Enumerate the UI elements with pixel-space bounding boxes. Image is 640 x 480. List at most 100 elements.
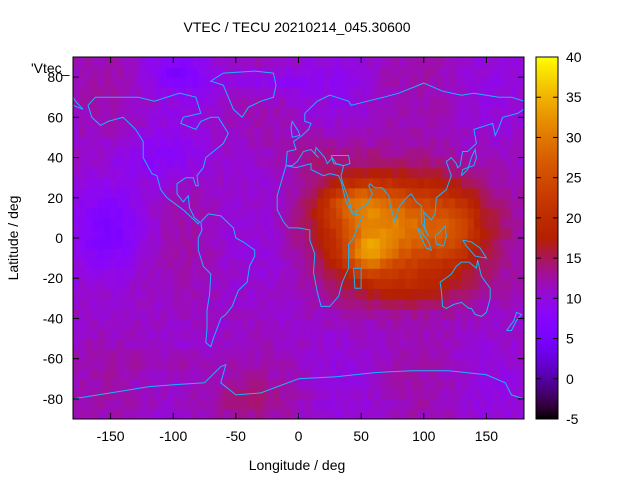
heatmap-cell [455, 77, 462, 88]
heatmap-cell [492, 67, 500, 78]
heatmap-cell [285, 338, 293, 350]
heatmap-cell [273, 77, 281, 88]
heatmap-cell [467, 248, 475, 259]
heatmap-cell [336, 157, 343, 169]
heatmap-cell [392, 258, 400, 269]
heatmap-cell [104, 137, 112, 149]
heatmap-cell [148, 248, 156, 259]
heatmap-cell [135, 388, 143, 400]
heatmap-cell [185, 207, 193, 219]
heatmap-cell [342, 388, 350, 400]
heatmap-cell [511, 57, 519, 68]
heatmap-cell [404, 97, 412, 108]
heatmap-cell [135, 348, 143, 360]
heatmap-cell [455, 107, 462, 118]
heatmap-cell [505, 57, 513, 68]
heatmap-cell [135, 127, 143, 139]
heatmap-cell [173, 258, 181, 269]
heatmap-cell [442, 338, 450, 350]
heatmap-cell [373, 368, 381, 380]
heatmap-cell [436, 258, 444, 269]
heatmap-cell [248, 107, 256, 118]
heatmap-cell [135, 67, 143, 78]
heatmap-cell [386, 57, 394, 68]
heatmap-cell [285, 378, 293, 390]
heatmap-cell [141, 308, 149, 320]
heatmap-cell [273, 67, 281, 78]
heatmap-cell [411, 358, 419, 370]
heatmap-cell [85, 127, 93, 139]
heatmap-cell [398, 67, 406, 78]
heatmap-cell [285, 177, 293, 189]
heatmap-cell [304, 207, 312, 219]
heatmap-cell [448, 157, 456, 169]
heatmap-cell [248, 388, 256, 400]
coastline [439, 259, 491, 317]
heatmap-cell [398, 177, 406, 189]
heatmap-cell [185, 238, 193, 249]
heatmap-cell [192, 408, 199, 419]
heatmap-cell [73, 77, 80, 88]
heatmap-cell [223, 77, 231, 88]
heatmap-cell [486, 298, 494, 309]
heatmap-cell [148, 187, 156, 199]
heatmap-cell [404, 298, 412, 309]
heatmap-cell [104, 97, 112, 108]
heatmap-cell [279, 87, 287, 98]
heatmap-cell [311, 187, 318, 199]
heatmap-cell [417, 77, 425, 88]
heatmap-cell [85, 117, 93, 128]
heatmap-cell [354, 348, 362, 360]
heatmap-cell [116, 137, 124, 149]
heatmap-cell [379, 378, 387, 390]
heatmap-cell [73, 207, 80, 219]
heatmap-cell [367, 318, 375, 330]
heatmap-cell [473, 147, 481, 159]
heatmap-cell [430, 57, 437, 68]
heatmap-cell [173, 268, 181, 279]
heatmap-cell [473, 348, 481, 360]
heatmap-cell [373, 388, 381, 400]
heatmap-cell [417, 217, 425, 229]
heatmap-cell [279, 57, 287, 68]
heatmap-cell [73, 398, 80, 410]
heatmap-cell [411, 217, 419, 229]
heatmap-cell [392, 227, 400, 239]
heatmap-cell [267, 197, 275, 209]
heatmap-cell [116, 87, 124, 98]
heatmap-cell [192, 308, 199, 320]
heatmap-cell [517, 298, 524, 309]
heatmap-cell [404, 388, 412, 400]
heatmap-cell [348, 258, 356, 269]
heatmap-cell [223, 147, 231, 159]
heatmap-cell [430, 278, 437, 289]
heatmap-cell [317, 338, 325, 350]
heatmap-cell [404, 398, 412, 410]
heatmap-cell [304, 187, 312, 199]
heatmap-cell [473, 157, 481, 169]
heatmap-cell [417, 358, 425, 370]
heatmap-cell [354, 97, 362, 108]
heatmap-cell [348, 368, 356, 380]
heatmap-cell [298, 107, 306, 118]
heatmap-cell [98, 197, 105, 209]
heatmap-cell [386, 268, 394, 279]
heatmap-cell [386, 278, 394, 289]
heatmap-cell [323, 107, 331, 118]
heatmap-cell [373, 318, 381, 330]
heatmap-cell [492, 298, 500, 309]
heatmap-cell [398, 298, 406, 309]
heatmap-cell [267, 238, 275, 249]
heatmap-cell [348, 348, 356, 360]
heatmap-cell [229, 258, 237, 269]
heatmap-cell [173, 368, 181, 380]
heatmap-cell [91, 117, 99, 128]
heatmap-cell [223, 97, 231, 108]
heatmap-cell [379, 348, 387, 360]
heatmap-cell [517, 177, 524, 189]
heatmap-cell [292, 328, 300, 340]
heatmap-cell [148, 67, 156, 78]
heatmap-cell [486, 207, 494, 219]
heatmap-cell [273, 378, 281, 390]
heatmap-cell [229, 87, 237, 98]
